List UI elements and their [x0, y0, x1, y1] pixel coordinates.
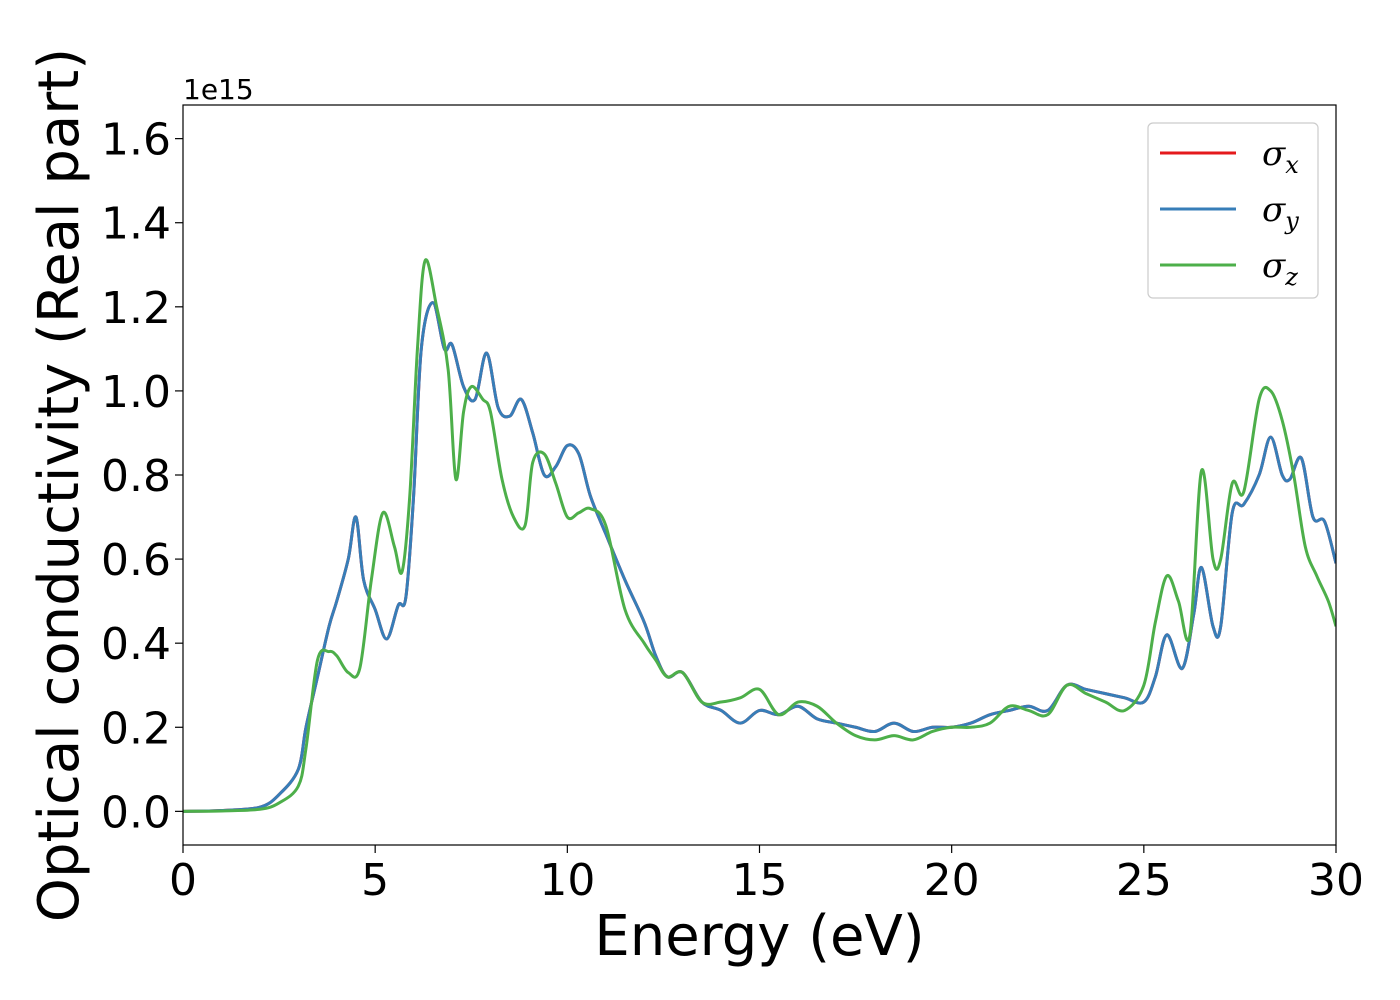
legend-label-sigma-z: σz: [1262, 246, 1298, 291]
y-tick-label: 0.8: [101, 451, 171, 502]
x-tick-label: 0: [169, 855, 197, 906]
x-tick-label: 10: [539, 855, 595, 906]
y-tick-label: 1.6: [101, 115, 171, 166]
legend-label-sigma-y: σy: [1262, 190, 1299, 235]
y-tick-label: 1.0: [101, 367, 171, 418]
y-offset-label: 1e15: [183, 73, 254, 106]
x-axis-title: Energy (eV): [594, 904, 924, 969]
x-tick-label: 25: [1116, 855, 1172, 906]
legend-label-sigma-x: σx: [1262, 134, 1299, 179]
y-tick-label: 0.2: [101, 703, 171, 754]
x-tick-label: 20: [924, 855, 980, 906]
legend: σx σy σz: [1147, 122, 1319, 299]
y-tick-label: 0.4: [101, 619, 171, 670]
x-tick-label: 30: [1308, 855, 1364, 906]
y-tick-label: 0.0: [101, 787, 171, 838]
y-axis-title: Optical conductivity (Real part): [27, 48, 92, 922]
series-layer: [183, 258, 1336, 813]
y-tick-label: 1.2: [101, 283, 171, 334]
plot-background: [183, 105, 1336, 845]
x-tick-label: 15: [732, 855, 788, 906]
axes-layer: 0 5 10 15 20 25 30 0.0 0.2 0.4 0.6 0.8 1.0 1.2 1.4 1.6: [101, 104, 1364, 906]
plot-area: [183, 105, 1336, 845]
y-tick-label: 1.4: [101, 199, 171, 250]
x-tick-label: 5: [361, 855, 389, 906]
series-line-sigma-z: [183, 258, 1336, 813]
y-tick-label: 0.6: [101, 535, 171, 586]
